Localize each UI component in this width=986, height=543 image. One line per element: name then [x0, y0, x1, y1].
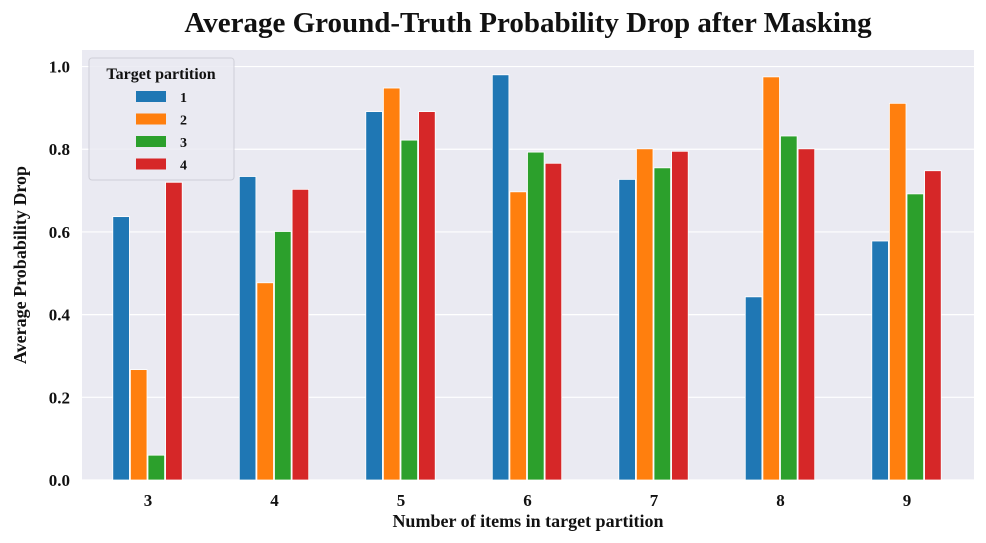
bar-5-series-1 [365, 111, 383, 481]
legend-swatch-4 [136, 158, 166, 170]
bar-4-series-3 [274, 231, 292, 481]
bar-7-series-4 [671, 150, 689, 481]
bar-4-series-2 [256, 282, 274, 481]
y-axis-label: Average Probability Drop [10, 166, 30, 364]
legend-label-2: 2 [180, 114, 187, 129]
bar-3-series-1 [112, 216, 130, 481]
x-tick-label: 4 [270, 491, 279, 510]
legend-swatch-2 [136, 113, 166, 125]
bar-6-series-2 [509, 191, 527, 481]
bar-6-series-4 [544, 162, 563, 481]
bar-6-series-1 [491, 74, 510, 481]
y-axis-ticks: 0.0 0.2 0.4 0.6 0.8 1.0 [49, 58, 71, 490]
legend-label-1: 1 [180, 91, 187, 106]
bar-3-series-3 [147, 454, 166, 481]
bar-8-series-3 [780, 135, 798, 481]
x-tick-label: 3 [144, 491, 153, 510]
x-axis-ticks: 3 4 5 6 7 8 9 [144, 491, 912, 510]
chart-title: Average Ground-Truth Probability Drop af… [184, 7, 872, 39]
bar-5-series-3 [400, 139, 419, 481]
bar-9-series-4 [924, 170, 942, 481]
bars [112, 74, 942, 481]
y-tick-label: 0.0 [49, 471, 70, 490]
bar-8-series-4 [797, 148, 816, 481]
y-tick-label: 1.0 [49, 58, 70, 77]
legend-label-4: 4 [180, 159, 187, 174]
legend-title: Target partition [106, 66, 215, 83]
bar-5-series-2 [382, 87, 401, 481]
x-axis-label: Number of items in target partition [392, 511, 663, 531]
y-tick-label: 0.6 [49, 223, 70, 242]
legend-swatch-3 [136, 136, 166, 147]
y-tick-label: 0.8 [49, 140, 70, 159]
bar-8-series-2 [762, 76, 780, 481]
bar-7-series-1 [618, 179, 636, 481]
legend: Target partition 1 2 3 4 [88, 57, 235, 181]
legend-swatch-1 [136, 91, 166, 102]
bar-3-series-2 [129, 369, 148, 481]
bar-9-series-1 [871, 240, 889, 481]
bar-4-series-4 [291, 188, 310, 481]
x-tick-label: 8 [776, 491, 785, 510]
legend-label-3: 3 [180, 136, 187, 151]
y-tick-label: 0.4 [49, 306, 71, 325]
bar-9-series-2 [889, 102, 907, 481]
x-tick-label: 7 [650, 491, 659, 510]
bar-4-series-1 [238, 176, 257, 481]
bar-3-series-4 [165, 181, 183, 481]
x-tick-label: 6 [523, 491, 532, 510]
x-tick-label: 5 [397, 491, 406, 510]
bar-7-series-2 [636, 148, 654, 481]
bar-7-series-3 [653, 167, 672, 481]
bar-8-series-1 [744, 296, 763, 481]
bar-5-series-4 [418, 111, 436, 481]
x-tick-label: 9 [903, 491, 912, 510]
bar-9-series-3 [906, 193, 925, 481]
bar-6-series-3 [527, 151, 545, 481]
y-tick-label: 0.2 [49, 388, 70, 407]
